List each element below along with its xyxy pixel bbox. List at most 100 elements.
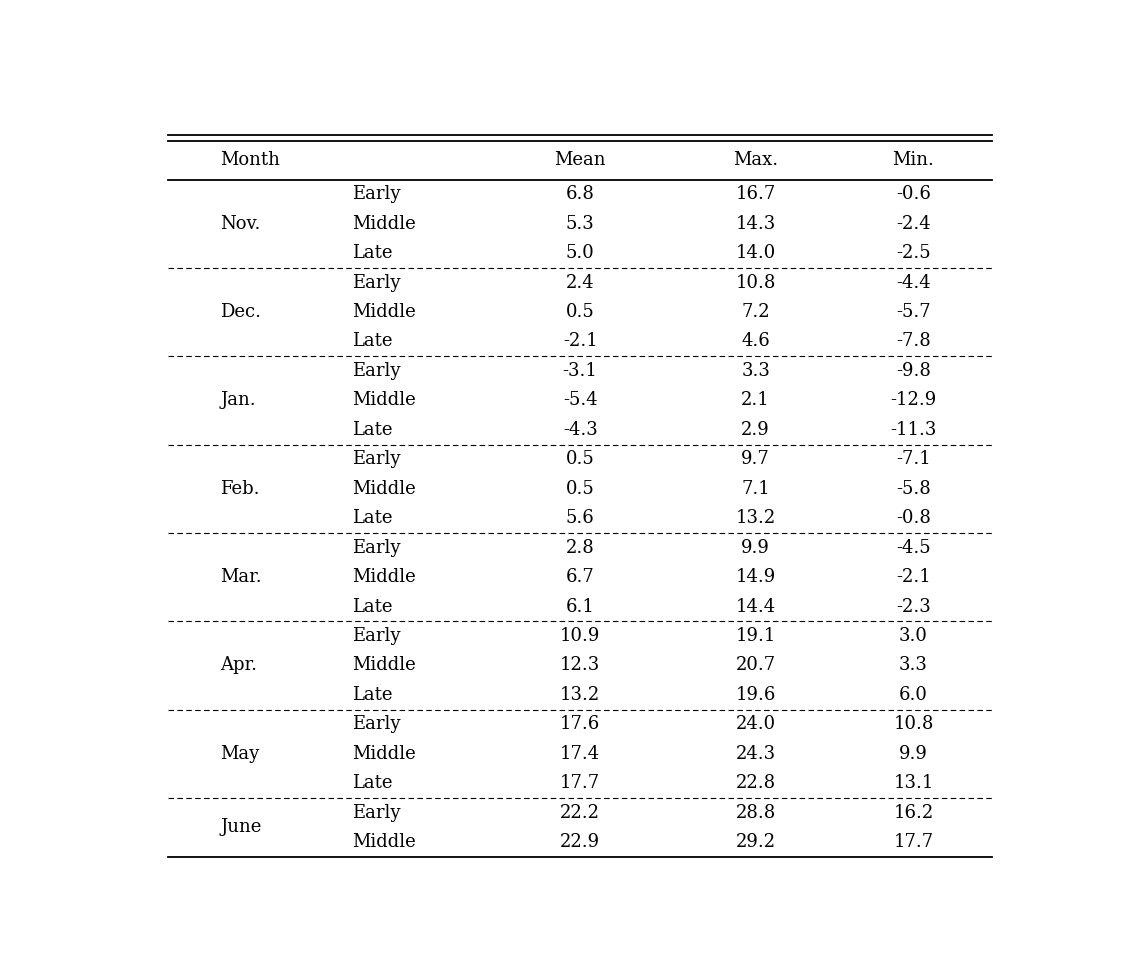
Text: June: June bbox=[221, 818, 261, 836]
Text: Middle: Middle bbox=[352, 656, 415, 675]
Text: 12.3: 12.3 bbox=[560, 656, 600, 675]
Text: Middle: Middle bbox=[352, 480, 415, 498]
Text: Early: Early bbox=[352, 362, 401, 380]
Text: Early: Early bbox=[352, 450, 401, 469]
Text: -0.8: -0.8 bbox=[897, 509, 931, 527]
Text: Apr.: Apr. bbox=[221, 656, 257, 675]
Text: -2.4: -2.4 bbox=[897, 215, 931, 232]
Text: -4.5: -4.5 bbox=[897, 538, 931, 557]
Text: 6.0: 6.0 bbox=[899, 686, 928, 704]
Text: 19.1: 19.1 bbox=[736, 627, 775, 645]
Text: 13.2: 13.2 bbox=[736, 509, 775, 527]
Text: Late: Late bbox=[352, 775, 393, 792]
Text: Middle: Middle bbox=[352, 303, 415, 321]
Text: -5.8: -5.8 bbox=[897, 480, 931, 498]
Text: Early: Early bbox=[352, 273, 401, 292]
Text: 10.8: 10.8 bbox=[893, 715, 934, 733]
Text: Dec.: Dec. bbox=[221, 303, 261, 321]
Text: 10.9: 10.9 bbox=[560, 627, 600, 645]
Text: 6.7: 6.7 bbox=[566, 568, 594, 586]
Text: Feb.: Feb. bbox=[221, 480, 260, 498]
Text: Middle: Middle bbox=[352, 745, 415, 763]
Text: Month: Month bbox=[221, 151, 281, 169]
Text: 22.8: 22.8 bbox=[736, 775, 775, 792]
Text: 17.6: 17.6 bbox=[560, 715, 600, 733]
Text: Min.: Min. bbox=[893, 151, 934, 169]
Text: -4.3: -4.3 bbox=[563, 421, 598, 438]
Text: -2.5: -2.5 bbox=[897, 244, 931, 262]
Text: -5.7: -5.7 bbox=[897, 303, 931, 321]
Text: Middle: Middle bbox=[352, 568, 415, 586]
Text: 0.5: 0.5 bbox=[566, 450, 594, 469]
Text: 17.4: 17.4 bbox=[560, 745, 600, 763]
Text: Middle: Middle bbox=[352, 392, 415, 409]
Text: 14.3: 14.3 bbox=[736, 215, 775, 232]
Text: -12.9: -12.9 bbox=[891, 392, 936, 409]
Text: 6.1: 6.1 bbox=[566, 598, 594, 615]
Text: -2.3: -2.3 bbox=[897, 598, 931, 615]
Text: -9.8: -9.8 bbox=[897, 362, 931, 380]
Text: 2.8: 2.8 bbox=[566, 538, 594, 557]
Text: 22.9: 22.9 bbox=[560, 833, 600, 851]
Text: 5.0: 5.0 bbox=[566, 244, 594, 262]
Text: Early: Early bbox=[352, 627, 401, 645]
Text: 7.1: 7.1 bbox=[741, 480, 770, 498]
Text: 24.0: 24.0 bbox=[736, 715, 775, 733]
Text: 5.6: 5.6 bbox=[566, 509, 594, 527]
Text: 3.3: 3.3 bbox=[741, 362, 770, 380]
Text: 9.9: 9.9 bbox=[899, 745, 928, 763]
Text: -0.6: -0.6 bbox=[897, 186, 931, 203]
Text: 0.5: 0.5 bbox=[566, 303, 594, 321]
Text: Early: Early bbox=[352, 715, 401, 733]
Text: 19.6: 19.6 bbox=[736, 686, 775, 704]
Text: 16.2: 16.2 bbox=[893, 804, 934, 821]
Text: -7.1: -7.1 bbox=[897, 450, 931, 469]
Text: 10.8: 10.8 bbox=[736, 273, 775, 292]
Text: -7.8: -7.8 bbox=[897, 332, 931, 351]
Text: Late: Late bbox=[352, 421, 393, 438]
Text: Jan.: Jan. bbox=[221, 392, 256, 409]
Text: -2.1: -2.1 bbox=[563, 332, 598, 351]
Text: -5.4: -5.4 bbox=[563, 392, 598, 409]
Text: Late: Late bbox=[352, 686, 393, 704]
Text: 20.7: 20.7 bbox=[736, 656, 775, 675]
Text: 0.5: 0.5 bbox=[566, 480, 594, 498]
Text: 13.1: 13.1 bbox=[893, 775, 934, 792]
Text: 6.8: 6.8 bbox=[566, 186, 594, 203]
Text: 14.0: 14.0 bbox=[736, 244, 775, 262]
Text: Mean: Mean bbox=[555, 151, 606, 169]
Text: 22.2: 22.2 bbox=[560, 804, 600, 821]
Text: 5.3: 5.3 bbox=[566, 215, 594, 232]
Text: 14.9: 14.9 bbox=[736, 568, 775, 586]
Text: -4.4: -4.4 bbox=[897, 273, 931, 292]
Text: 2.1: 2.1 bbox=[741, 392, 770, 409]
Text: Nov.: Nov. bbox=[221, 215, 260, 232]
Text: 24.3: 24.3 bbox=[736, 745, 775, 763]
Text: Early: Early bbox=[352, 186, 401, 203]
Text: -3.1: -3.1 bbox=[563, 362, 598, 380]
Text: 9.7: 9.7 bbox=[741, 450, 770, 469]
Text: Late: Late bbox=[352, 509, 393, 527]
Text: 2.4: 2.4 bbox=[566, 273, 594, 292]
Text: Late: Late bbox=[352, 332, 393, 351]
Text: 14.4: 14.4 bbox=[736, 598, 775, 615]
Text: 13.2: 13.2 bbox=[560, 686, 600, 704]
Text: 16.7: 16.7 bbox=[736, 186, 775, 203]
Text: 17.7: 17.7 bbox=[560, 775, 600, 792]
Text: 17.7: 17.7 bbox=[893, 833, 934, 851]
Text: Max.: Max. bbox=[734, 151, 778, 169]
Text: Mar.: Mar. bbox=[221, 568, 263, 586]
Text: 3.3: 3.3 bbox=[899, 656, 928, 675]
Text: 28.8: 28.8 bbox=[736, 804, 775, 821]
Text: 7.2: 7.2 bbox=[741, 303, 770, 321]
Text: 9.9: 9.9 bbox=[741, 538, 770, 557]
Text: -11.3: -11.3 bbox=[891, 421, 936, 438]
Text: Late: Late bbox=[352, 244, 393, 262]
Text: May: May bbox=[221, 745, 259, 763]
Text: 4.6: 4.6 bbox=[741, 332, 770, 351]
Text: Early: Early bbox=[352, 804, 401, 821]
Text: 2.9: 2.9 bbox=[741, 421, 770, 438]
Text: -2.1: -2.1 bbox=[897, 568, 931, 586]
Text: Middle: Middle bbox=[352, 833, 415, 851]
Text: 29.2: 29.2 bbox=[736, 833, 775, 851]
